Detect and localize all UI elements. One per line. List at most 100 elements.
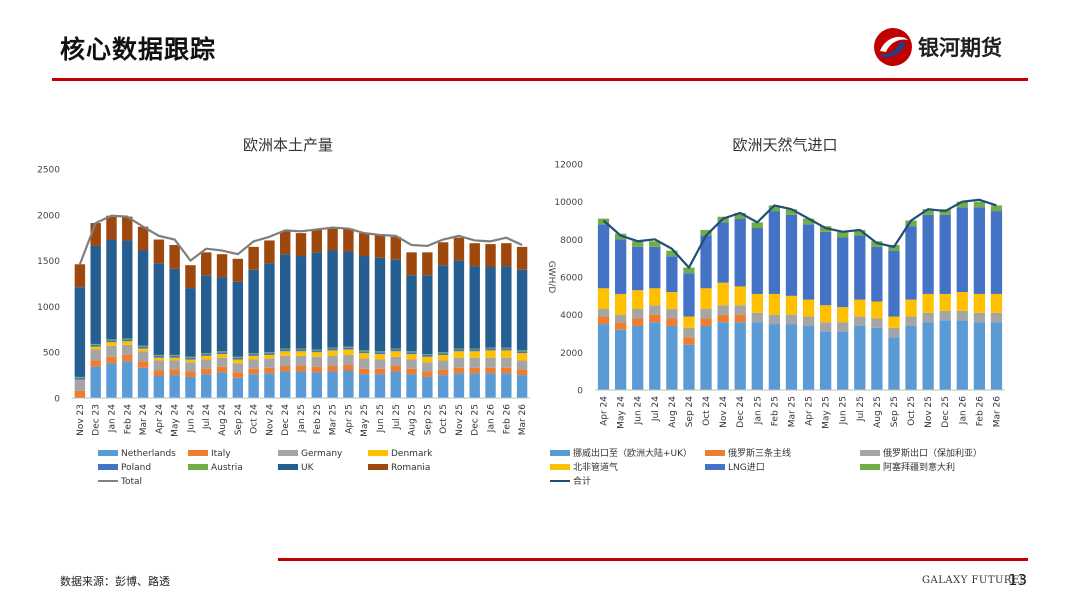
bar-segment	[614, 293, 627, 315]
bar-segment	[990, 205, 1003, 212]
bar-segment	[280, 355, 291, 366]
legend-label: 俄罗斯出口（保加利亚）	[883, 447, 982, 459]
bar-segment	[501, 373, 512, 398]
bar-segment	[232, 359, 244, 364]
bar-segment	[264, 373, 275, 398]
bar-segment	[185, 371, 196, 377]
bar-segment	[768, 324, 781, 390]
bar-segment	[871, 327, 883, 390]
bar-segment	[390, 349, 401, 352]
x-tick-label: Dec 24	[736, 396, 746, 428]
bar-segment	[248, 368, 259, 375]
bar-segment	[406, 368, 417, 375]
legend-swatch	[98, 450, 118, 456]
bar-segment	[185, 359, 196, 363]
bar-segment	[122, 339, 133, 342]
bar-segment	[264, 240, 275, 264]
bar-segment	[469, 348, 480, 350]
bar-segment	[295, 365, 307, 372]
legend-swatch	[705, 464, 725, 470]
bar-segment	[516, 350, 528, 352]
bar-segment	[201, 354, 212, 356]
bar-segment	[295, 256, 307, 349]
y-tick-label: 10000	[554, 198, 583, 208]
bar-segment	[717, 222, 729, 283]
bar-segment	[185, 362, 196, 372]
bar-segment	[169, 357, 180, 361]
bar-segment	[734, 305, 746, 315]
bar-segment	[597, 288, 610, 310]
bar-segment	[390, 351, 401, 357]
bar-segment	[666, 256, 678, 293]
bar-segment	[343, 365, 354, 371]
bar-segment	[905, 226, 917, 300]
bar-segment	[169, 355, 180, 358]
bar-segment	[939, 214, 951, 294]
x-tick-label: Nov 23	[76, 404, 86, 436]
bar-segment	[501, 350, 512, 358]
x-tick-label: Jan 25	[753, 396, 763, 425]
bar-segment	[74, 390, 86, 398]
bar-segment	[106, 345, 117, 357]
bar-segment	[406, 352, 417, 355]
x-tick-label: Dec 25	[941, 396, 951, 428]
bar-segment	[614, 314, 627, 323]
bar-segment	[74, 376, 86, 378]
bar-segment	[374, 234, 386, 258]
bar-segment	[90, 349, 101, 361]
bar-segment	[717, 282, 729, 306]
x-tick-label: Aug 24	[668, 396, 678, 428]
bar-segment	[201, 359, 212, 369]
bar-segment	[700, 309, 712, 319]
x-tick-label: Sep 25	[423, 404, 433, 435]
bar-segment	[390, 356, 401, 366]
bar-segment	[939, 320, 951, 390]
bar-segment	[437, 353, 449, 355]
bar-segment	[597, 316, 610, 325]
bar-segment	[122, 341, 133, 345]
bar-segment	[802, 299, 815, 317]
bar-segment	[327, 227, 338, 251]
bar-segment	[169, 360, 180, 370]
bar-segment	[153, 360, 165, 371]
bar-segment	[264, 367, 275, 374]
x-tick-label: Jan 24	[107, 404, 117, 433]
bar-segment	[717, 314, 729, 323]
bar-segment	[453, 260, 465, 349]
bar-segment	[649, 322, 661, 390]
bar-segment	[390, 259, 401, 349]
bar-segment	[751, 293, 763, 313]
bar-segment	[485, 373, 496, 398]
bar-segment	[819, 322, 832, 332]
bar-segment	[137, 250, 149, 346]
bar-segment	[516, 375, 528, 398]
bar-segment	[137, 367, 149, 398]
bar-segment	[74, 379, 86, 391]
x-tick-label: Sep 25	[890, 396, 900, 427]
legend-swatch	[188, 450, 208, 456]
bar-segment	[485, 244, 496, 268]
bar-segment	[232, 258, 244, 282]
bar-segment	[153, 355, 165, 358]
legend-label: Total	[120, 477, 142, 486]
y-tick-label: 2000	[37, 211, 60, 221]
bar-segment	[201, 353, 212, 355]
bar-segment	[614, 329, 627, 390]
bar-segment	[453, 348, 465, 350]
x-tick-label: Nov 25	[455, 404, 465, 436]
bar-segment	[232, 281, 244, 357]
bar-segment	[216, 277, 228, 352]
chart-title: 欧洲本土产量	[243, 136, 333, 154]
x-tick-label: Mar 26	[518, 404, 528, 436]
bar-segment	[311, 229, 322, 253]
x-tick-label: Oct 25	[439, 404, 449, 434]
bar-segment	[437, 369, 449, 376]
bar-segment	[802, 325, 815, 390]
bar-segment	[358, 374, 370, 398]
bar-segment	[390, 348, 401, 350]
bar-segment	[216, 372, 228, 398]
footer-brand: GALAXY FUTURES	[922, 575, 1028, 586]
bar-segment	[437, 360, 449, 370]
bar-segment	[311, 252, 322, 350]
bar-segment	[469, 243, 480, 267]
